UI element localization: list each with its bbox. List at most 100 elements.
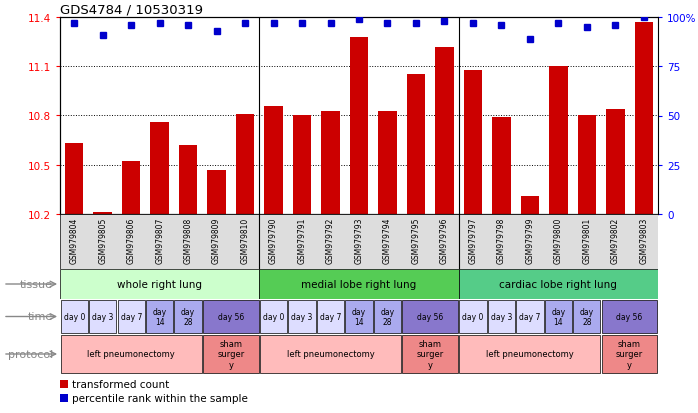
Text: GSM979802: GSM979802	[611, 217, 620, 263]
Text: transformed count: transformed count	[72, 379, 169, 389]
Text: day 7: day 7	[320, 312, 341, 321]
Bar	[60, 380, 68, 388]
Bar	[634, 23, 653, 214]
Text: day 56: day 56	[616, 312, 643, 321]
Bar	[517, 300, 544, 333]
Bar	[236, 114, 254, 214]
Text: GSM979809: GSM979809	[212, 217, 221, 263]
Text: day 0: day 0	[263, 312, 284, 321]
Bar	[61, 335, 202, 373]
Text: GSM979805: GSM979805	[98, 217, 107, 263]
Bar	[321, 112, 340, 214]
Bar	[407, 75, 425, 214]
Text: GDS4784 / 10530319: GDS4784 / 10530319	[60, 4, 203, 17]
Text: left pneumonectomy: left pneumonectomy	[87, 350, 175, 358]
Bar	[89, 300, 117, 333]
Bar	[146, 300, 173, 333]
Text: GSM979804: GSM979804	[70, 217, 79, 263]
Text: day 0: day 0	[64, 312, 85, 321]
Bar	[117, 300, 145, 333]
Text: day
14: day 14	[153, 307, 167, 326]
Text: protocol: protocol	[8, 349, 53, 359]
Bar	[374, 300, 401, 333]
Text: sham
surger
y: sham surger y	[616, 339, 643, 369]
Text: day
14: day 14	[352, 307, 366, 326]
Text: day
28: day 28	[380, 307, 394, 326]
Text: day
28: day 28	[181, 307, 195, 326]
Text: GSM979793: GSM979793	[355, 217, 364, 263]
Text: GSM979790: GSM979790	[269, 217, 278, 263]
Bar	[544, 300, 572, 333]
Bar	[346, 300, 373, 333]
Text: GSM979792: GSM979792	[326, 217, 335, 263]
Bar	[521, 197, 539, 214]
Text: day
28: day 28	[580, 307, 594, 326]
Bar	[435, 47, 454, 214]
Text: percentile rank within the sample: percentile rank within the sample	[72, 393, 248, 403]
Bar	[573, 300, 600, 333]
Bar	[492, 118, 511, 214]
Bar	[265, 107, 283, 214]
Bar	[378, 112, 396, 214]
Bar	[402, 335, 458, 373]
Bar	[150, 123, 169, 214]
Bar	[549, 67, 567, 214]
Text: day 7: day 7	[519, 312, 540, 321]
Bar	[459, 300, 487, 333]
Text: day 3: day 3	[291, 312, 313, 321]
Bar	[459, 335, 600, 373]
Bar	[292, 116, 311, 214]
Text: GSM979796: GSM979796	[440, 217, 449, 263]
Text: time: time	[28, 312, 53, 322]
Text: day 7: day 7	[121, 312, 142, 321]
Text: day 3: day 3	[491, 312, 512, 321]
Text: day 56: day 56	[218, 312, 244, 321]
Text: day 3: day 3	[92, 312, 113, 321]
Bar	[350, 38, 369, 214]
Text: left pneumonectomy: left pneumonectomy	[287, 350, 374, 358]
Text: GSM979807: GSM979807	[155, 217, 164, 263]
Text: day 56: day 56	[417, 312, 443, 321]
Text: sham
surger
y: sham surger y	[217, 339, 244, 369]
Text: left pneumonectomy: left pneumonectomy	[486, 350, 574, 358]
Text: day
14: day 14	[551, 307, 565, 326]
Bar	[60, 269, 260, 299]
Text: day 0: day 0	[462, 312, 484, 321]
Bar	[179, 146, 198, 214]
Bar	[203, 335, 259, 373]
Text: GSM979803: GSM979803	[639, 217, 648, 263]
Text: GSM979800: GSM979800	[554, 217, 563, 263]
Text: GSM979801: GSM979801	[582, 217, 591, 263]
Bar	[602, 300, 658, 333]
Bar	[94, 213, 112, 214]
Text: whole right lung: whole right lung	[117, 279, 202, 289]
Text: GSM979808: GSM979808	[184, 217, 193, 263]
Bar	[488, 300, 515, 333]
Bar	[459, 269, 658, 299]
Bar	[60, 394, 68, 402]
Bar	[260, 300, 288, 333]
Text: medial lobe right lung: medial lobe right lung	[302, 279, 417, 289]
Bar	[61, 300, 88, 333]
Bar	[463, 70, 482, 214]
Text: GSM979797: GSM979797	[468, 217, 477, 263]
Bar	[260, 335, 401, 373]
Bar	[174, 300, 202, 333]
Bar	[207, 170, 226, 214]
Text: GSM979810: GSM979810	[241, 217, 250, 263]
Bar	[602, 335, 658, 373]
Bar	[288, 300, 315, 333]
Text: GSM979799: GSM979799	[526, 217, 535, 263]
Text: GSM979791: GSM979791	[297, 217, 306, 263]
Text: sham
surger
y: sham surger y	[417, 339, 444, 369]
Text: GSM979806: GSM979806	[127, 217, 135, 263]
Bar	[577, 116, 596, 214]
Bar	[606, 110, 625, 214]
Bar	[122, 162, 140, 214]
Text: cardiac lobe right lung: cardiac lobe right lung	[499, 279, 617, 289]
Text: tissue: tissue	[20, 279, 53, 289]
Bar	[317, 300, 344, 333]
Text: GSM979798: GSM979798	[497, 217, 506, 263]
Text: GSM979794: GSM979794	[383, 217, 392, 263]
Bar	[260, 269, 459, 299]
